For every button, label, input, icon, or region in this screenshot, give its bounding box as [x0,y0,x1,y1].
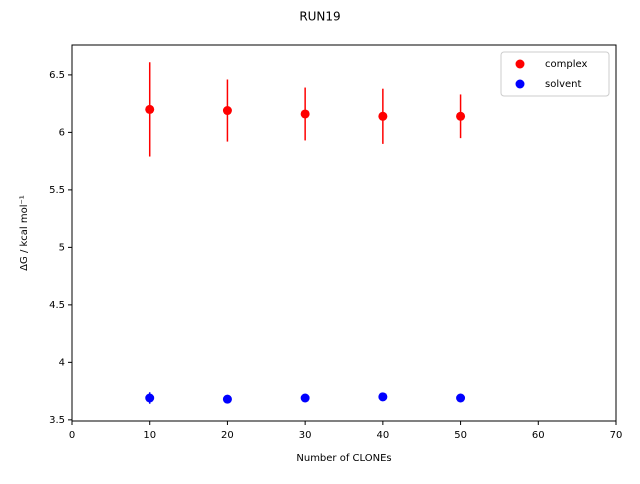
legend-label: solvent [545,79,582,90]
x-tick-label: 0 [69,430,75,441]
legend [500,51,610,97]
y-tick-label: 5 [59,242,65,253]
point [300,109,310,119]
y-tick-label: 6.5 [49,70,65,81]
x-tick-label: 10 [143,430,156,441]
y-tick-label: 6 [59,127,65,138]
point [145,104,155,114]
y-tick-label: 4 [59,357,65,368]
point [378,392,388,402]
y-axis-label: ΔG / kcal mol⁻¹ [19,195,30,271]
point [300,393,310,403]
x-tick-label: 30 [299,430,312,441]
legend-marker [515,59,525,69]
y-tick-label: 5.5 [49,185,65,196]
point [222,106,232,116]
x-tick-label: 70 [610,430,623,441]
y-tick-label: 3.5 [49,415,65,426]
plot-frame [71,44,617,422]
x-tick-label: 20 [221,430,234,441]
point [145,393,155,403]
point [378,111,388,121]
y-tick-label: 4.5 [49,300,65,311]
point [222,394,232,404]
legend-marker [515,79,525,89]
point [456,393,466,403]
x-axis-label: Number of CLONEs [296,453,391,464]
point [456,111,466,121]
legend-label: complex [545,59,587,70]
chart-title: RUN19 [299,10,340,24]
x-tick-label: 50 [454,430,467,441]
x-tick-label: 40 [376,430,389,441]
x-tick-label: 60 [532,430,545,441]
